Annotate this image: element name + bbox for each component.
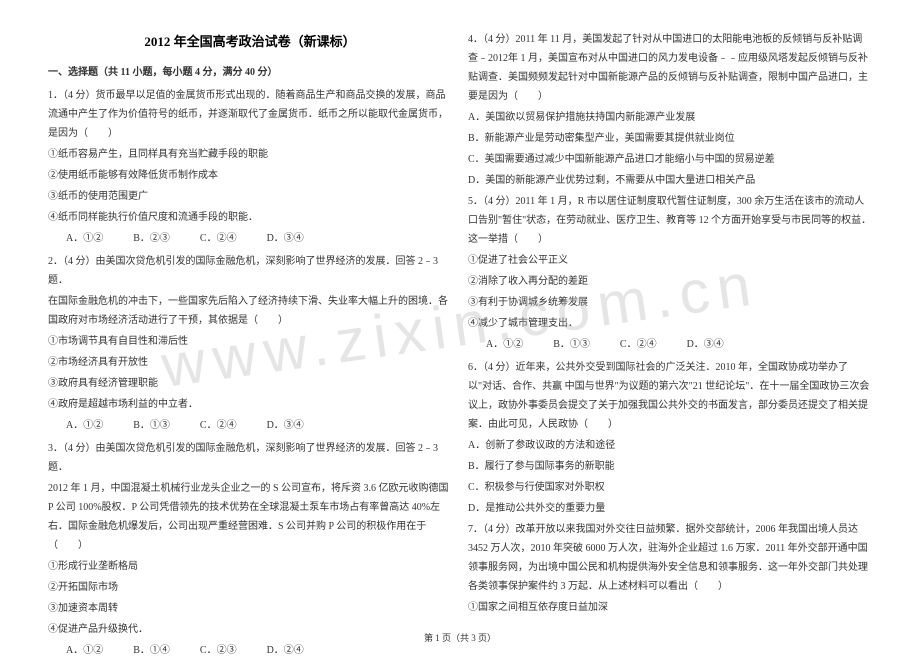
q2-stem: 在国际金融危机的冲击下，一些国家先后陷入了经济持续下滑、失业率大幅上升的困境．各… [48, 292, 452, 330]
q5-opt2: ②消除了收入再分配的差距 [468, 272, 872, 291]
q2-opt4: ④政府是超越市场利益的中立者． [48, 395, 452, 414]
page: 2012 年全国高考政治试卷（新课标） 一、选择题（共 11 小题，每小题 4 … [0, 0, 920, 620]
q4-a: A．美国欲以贸易保护措施扶持国内新能源产业发展 [468, 108, 872, 127]
choice-d: D．③④ [267, 416, 304, 435]
q3-intro: 3．（4 分）由美国次贷危机引发的国际金融危机，深刻影响了世界经济的发展．回答 … [48, 439, 452, 477]
q5-choices: A．①② B．①③ C．②④ D．③④ [486, 335, 872, 354]
q1-opt4: ④纸币同样能执行价值尺度和流通手段的职能． [48, 208, 452, 227]
q6-stem: 6．（4 分）近年来，公共外交受到国际社会的广泛关注．2010 年，全国政协成功… [468, 358, 872, 434]
choice-d: D．③④ [267, 229, 304, 248]
q6-b: B．履行了参与国际事务的新职能 [468, 457, 872, 476]
q2-opt3: ③政府具有经济管理职能 [48, 374, 452, 393]
q7-stem: 7．（4 分）改革开放以来我国对外交往日益频繁．据外交部统计，2006 年我国出… [468, 520, 872, 596]
q6-d: D．是推动公共外交的重要力量 [468, 499, 872, 518]
q3-opt2: ②开拓国际市场 [48, 578, 452, 597]
q5-opt3: ③有利于协调城乡统筹发展 [468, 293, 872, 312]
q6-c: C．积极参与行使国家对外职权 [468, 478, 872, 497]
q1-stem: 1．（4 分）货币最早以足值的金属货币形式出现的．随着商品生产和商品交换的发展，… [48, 86, 452, 143]
choice-b: B．②③ [133, 229, 170, 248]
choice-a: A．①② [486, 335, 523, 354]
q2-opt1: ①市场调节具有自目性和滞后性 [48, 332, 452, 351]
q1-choices: A．①② B．②③ C．②④ D．③④ [66, 229, 452, 248]
exam-title: 2012 年全国高考政治试卷（新课标） [48, 30, 452, 55]
choice-c: C．②④ [200, 416, 237, 435]
choice-b: B．①③ [133, 416, 170, 435]
q2-opt2: ②市场经济具有开放性 [48, 353, 452, 372]
choice-a: A．①② [66, 229, 103, 248]
q1-opt1: ①纸币容易产生，且同样具有充当贮藏手段的职能 [48, 145, 452, 164]
q3-opt1: ①形成行业垄断格局 [48, 557, 452, 576]
section-heading: 一、选择题（共 11 小题，每小题 4 分，满分 40 分） [48, 63, 452, 82]
q5-stem: 5．（4 分）2011 年 1 月，R 市以居住证制度取代暂住证制度，300 余… [468, 192, 872, 249]
choice-c: C．②④ [200, 229, 237, 248]
left-column: 2012 年全国高考政治试卷（新课标） 一、选择题（共 11 小题，每小题 4 … [40, 30, 460, 610]
right-column: 4．（4 分）2011 年 11 月，美国发起了针对从中国进口的太阳能电池板的反… [460, 30, 880, 610]
choice-a: A．①② [66, 416, 103, 435]
choice-b: B．①③ [553, 335, 590, 354]
q2-intro: 2．（4 分）由美国次贷危机引发的国际金融危机，深刻影响了世界经济的发展．回答 … [48, 252, 452, 290]
q1-opt2: ②使用纸币能够有效降低货币制作成本 [48, 166, 452, 185]
q6-a: A．创新了参政议政的方法和途径 [468, 436, 872, 455]
q5-opt4: ④减少了城市管理支出． [468, 314, 872, 333]
q4-d: D．美国的新能源产业优势过剩，不需要从中国大量进口相关产品 [468, 171, 872, 190]
q3-opt3: ③加速资本周转 [48, 599, 452, 618]
q3-stem: 2012 年 1 月，中国混凝土机械行业龙头企业之一的 S 公司宣布，将斥资 3… [48, 479, 452, 555]
q4-stem: 4．（4 分）2011 年 11 月，美国发起了针对从中国进口的太阳能电池板的反… [468, 30, 872, 106]
q7-opt1: ①国家之间相互依存度日益加深 [468, 598, 872, 617]
choice-c: C．②④ [620, 335, 657, 354]
q2-choices: A．①② B．①③ C．②④ D．③④ [66, 416, 452, 435]
q4-b: B．新能源产业是劳动密集型产业，美国需要其提供就业岗位 [468, 129, 872, 148]
q1-opt3: ③纸币的使用范围更广 [48, 187, 452, 206]
q4-c: C．美国需要通过减少中国新能源产品进口才能缩小与中国的贸易逆差 [468, 150, 872, 169]
page-footer: 第 1 页（共 3 页） [0, 631, 920, 644]
choice-d: D．③④ [687, 335, 724, 354]
q5-opt1: ①促进了社会公平正义 [468, 251, 872, 270]
